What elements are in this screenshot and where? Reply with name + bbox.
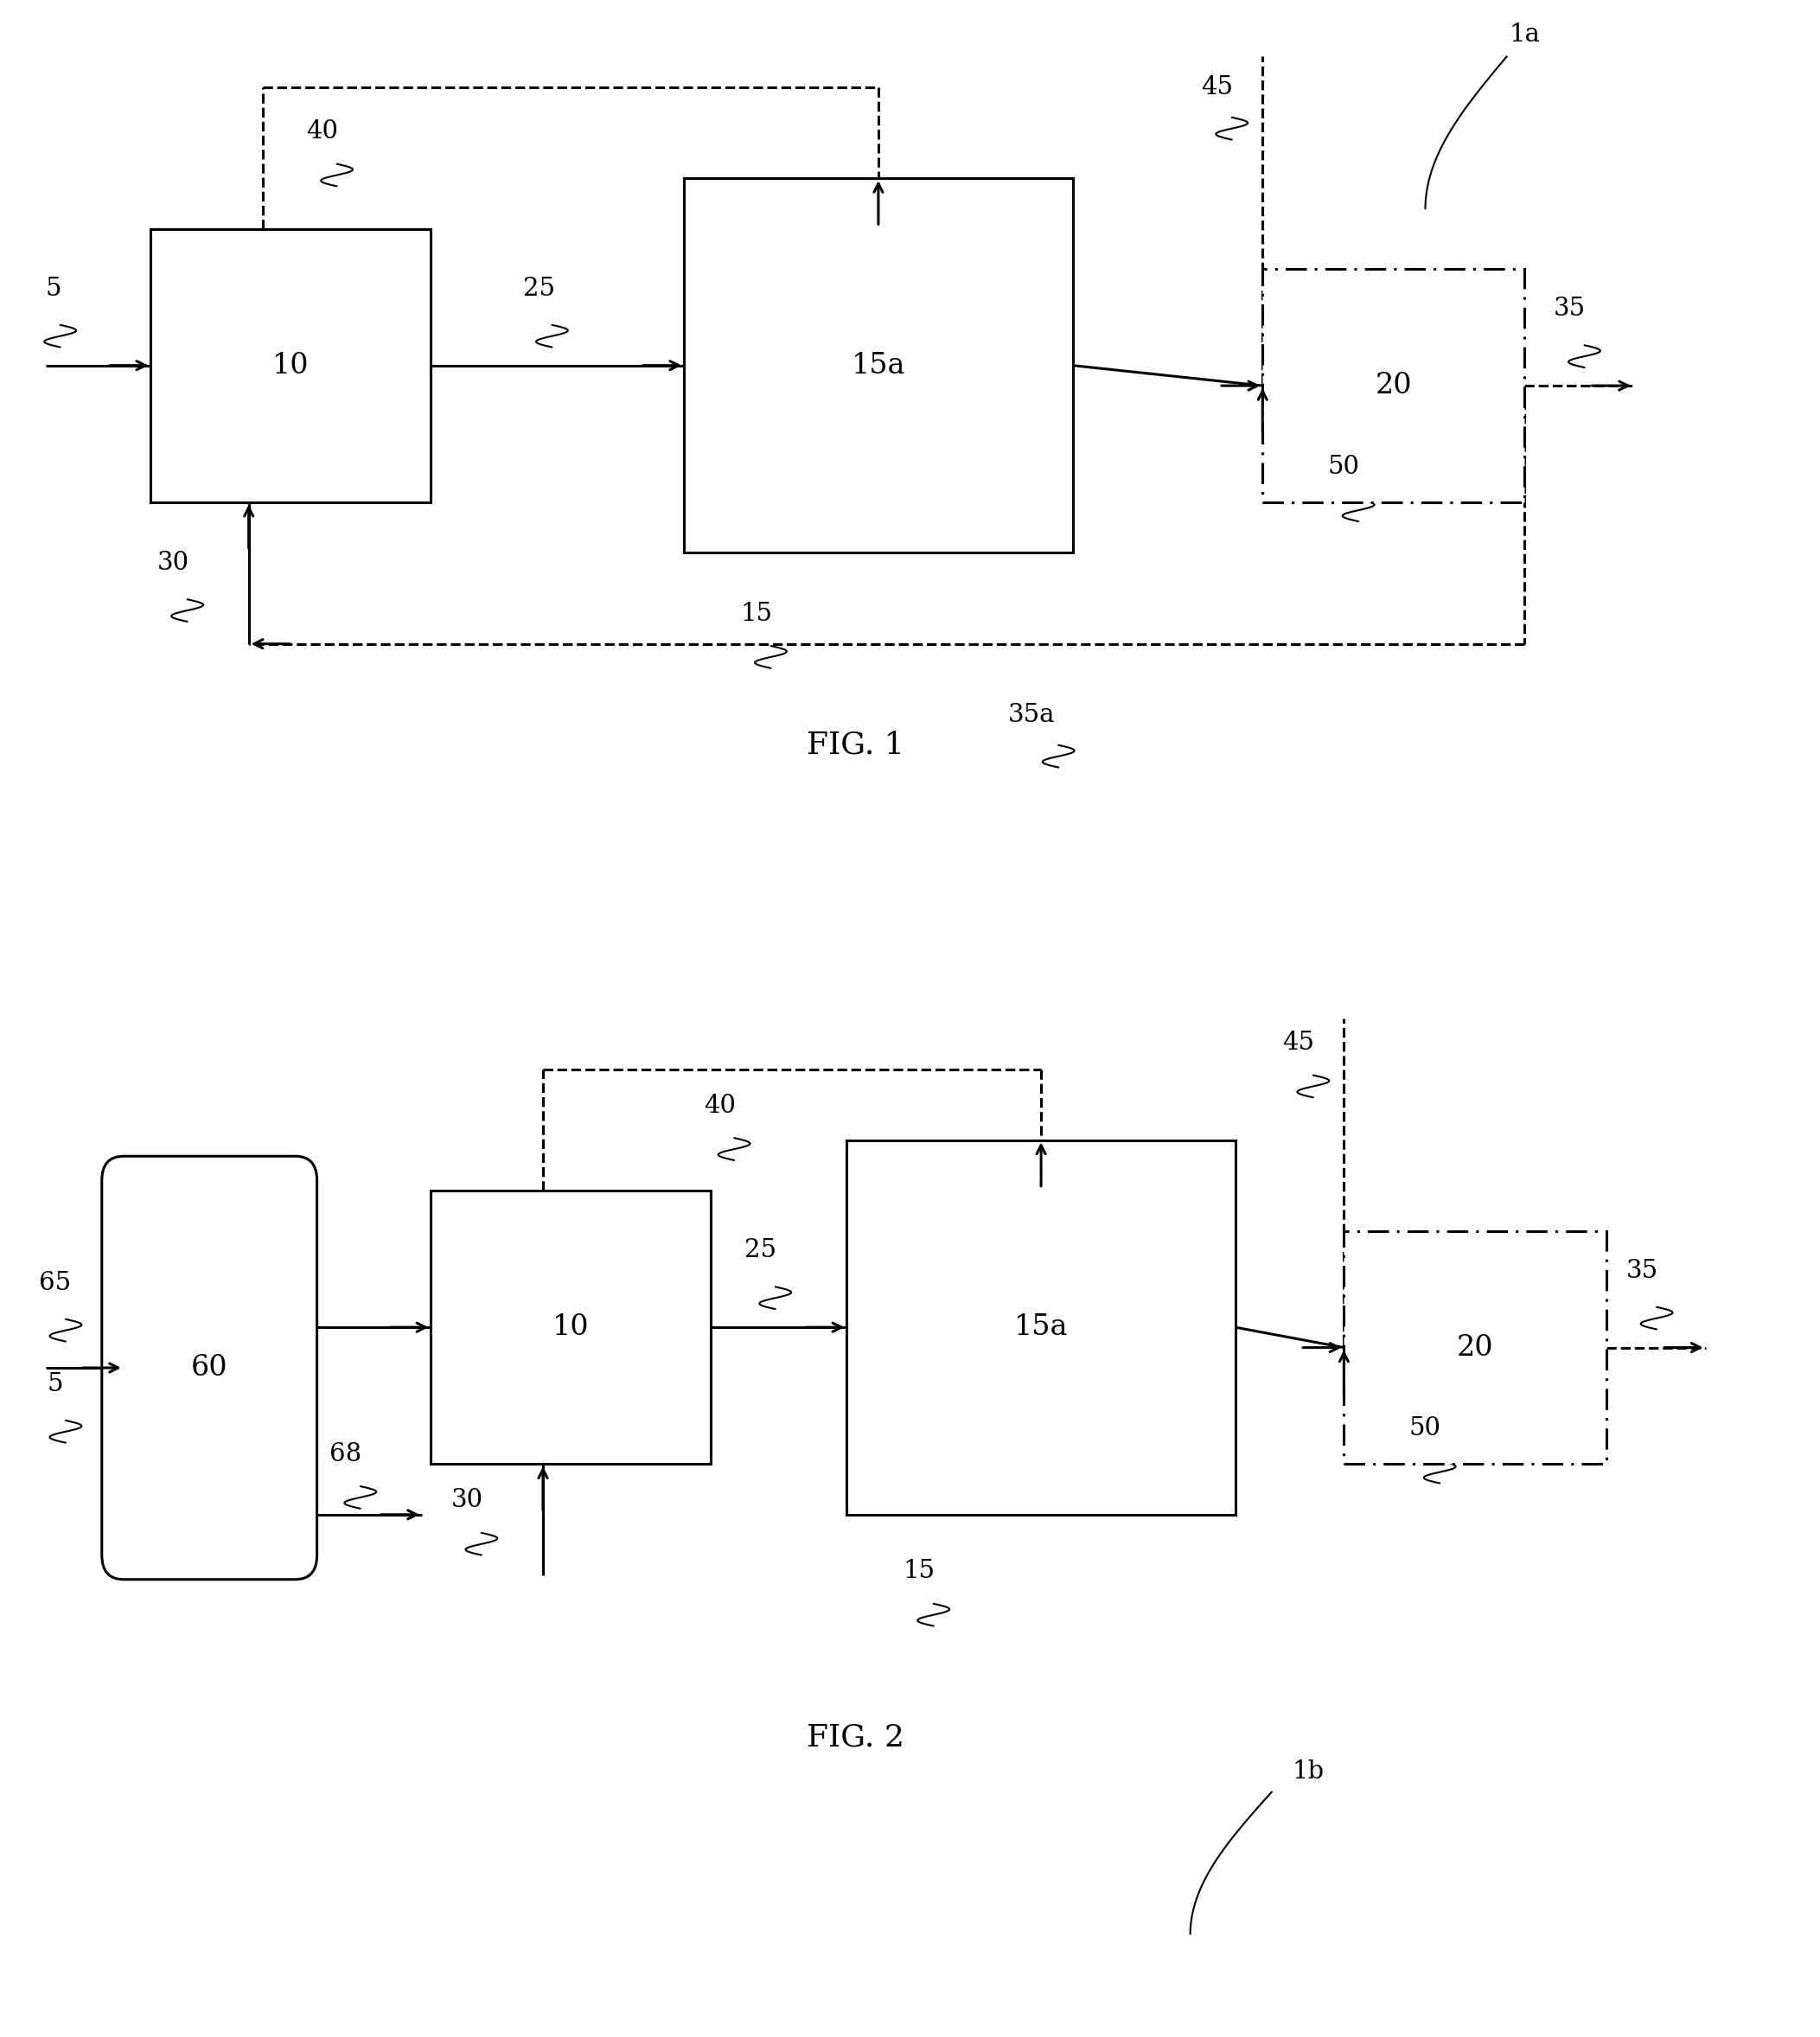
Text: 50: 50 (1409, 1416, 1441, 1440)
Text: 1b: 1b (1292, 1760, 1323, 1784)
Text: 35: 35 (1554, 297, 1585, 322)
FancyBboxPatch shape (102, 1157, 317, 1579)
Bar (431, 1190, 712, 1465)
Bar (151, 228, 431, 503)
Text: 45: 45 (1201, 75, 1234, 100)
Text: 15a: 15a (852, 352, 905, 379)
Text: 25: 25 (744, 1238, 777, 1263)
Text: FIG. 2: FIG. 2 (806, 1723, 905, 1752)
Bar (684, 177, 1072, 552)
Text: 5: 5 (47, 1371, 64, 1395)
Text: 25: 25 (524, 277, 555, 301)
Text: FIG. 1: FIG. 1 (806, 731, 905, 760)
Text: 30: 30 (451, 1489, 482, 1513)
Text: 40: 40 (704, 1094, 735, 1118)
Text: 50: 50 (1329, 454, 1360, 479)
Text: 65: 65 (38, 1271, 71, 1296)
Text: 5: 5 (46, 277, 62, 301)
Text: 20: 20 (1456, 1334, 1494, 1361)
Text: 60: 60 (191, 1355, 228, 1381)
Text: 30: 30 (157, 550, 189, 574)
Text: 10: 10 (553, 1314, 590, 1340)
Bar (846, 1141, 1236, 1516)
Text: 35: 35 (1627, 1259, 1658, 1283)
Text: 68: 68 (329, 1442, 362, 1467)
Text: 35a: 35a (1008, 703, 1056, 727)
Text: 45: 45 (1283, 1031, 1314, 1055)
Text: 10: 10 (273, 352, 309, 379)
Text: 15: 15 (741, 601, 772, 625)
Text: 15a: 15a (1014, 1314, 1068, 1340)
Text: 40: 40 (306, 120, 339, 145)
Text: 20: 20 (1376, 373, 1412, 399)
Text: 1a: 1a (1509, 22, 1540, 47)
Bar (1343, 1230, 1605, 1465)
Bar (1263, 269, 1525, 503)
Text: 15: 15 (903, 1558, 935, 1583)
